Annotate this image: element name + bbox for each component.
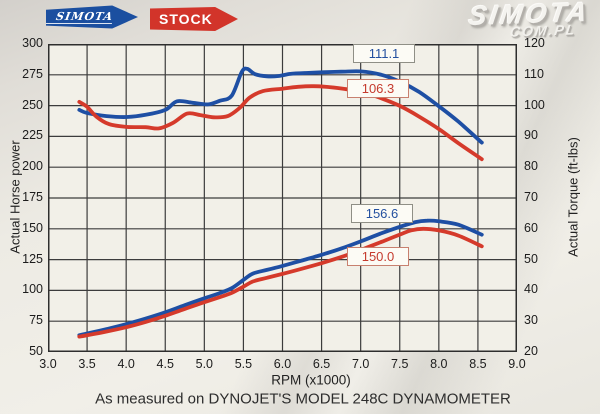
right-tick-label: 50 — [524, 251, 538, 266]
right-tick-label: 20 — [524, 344, 538, 358]
left-tick-label: 225 — [22, 128, 43, 143]
left-tick-label: 75 — [29, 313, 43, 328]
curve-stock-torque — [77, 84, 484, 162]
right-tick-label: 100 — [524, 97, 545, 112]
right-tick-label: 60 — [524, 220, 538, 235]
right-tick-label: 80 — [524, 159, 538, 174]
curve-simota-horse-power — [77, 218, 484, 338]
x-tick-label: 5.0 — [195, 357, 214, 371]
right-tick-label: 40 — [524, 282, 538, 297]
x-tick-label: 3.5 — [78, 357, 96, 371]
x-tick-label: 7.0 — [351, 357, 370, 371]
x-tick-label: 9.0 — [508, 357, 526, 371]
left-tick-label: 125 — [22, 251, 43, 266]
dyno-curves-chart — [48, 44, 517, 352]
x-tick-label: 4.5 — [156, 357, 174, 371]
legend-stock-label: STOCK — [159, 11, 213, 27]
x-tick-label: 6.5 — [312, 357, 331, 371]
right-tick-label: 110 — [524, 66, 544, 81]
annotation-simota-peak-torque: 111.1 — [353, 44, 415, 63]
plot-area — [48, 44, 517, 352]
x-tick-label: 6.0 — [273, 357, 292, 371]
x-tick-label: 7.5 — [391, 357, 409, 371]
annotation-stock-peak-torque: 106.3 — [347, 79, 409, 98]
simota-watermark-logo: SIMOTA COM.PL — [467, 0, 592, 41]
right-tick-label: 30 — [524, 313, 538, 328]
right-axis-title: Actual Torque (ft-lbs) — [565, 137, 581, 257]
right-tick-label: 70 — [524, 190, 538, 204]
left-tick-label: 100 — [22, 282, 43, 297]
dyno-caption: As measured on DYNOJET'S MODEL 248C DYNA… — [95, 390, 511, 408]
left-tick-label: 150 — [22, 220, 43, 235]
x-tick-label: 8.0 — [430, 357, 448, 371]
left-tick-label: 250 — [22, 97, 43, 112]
x-tick-label: 5.5 — [234, 357, 253, 371]
left-tick-label: 200 — [22, 159, 43, 174]
left-axis-title: Actual Horse power — [7, 140, 23, 254]
right-tick-label: 120 — [524, 36, 545, 50]
legend-stock-flag: STOCK — [150, 7, 238, 31]
left-tick-label: 175 — [22, 190, 43, 204]
annotation-simota-peak-hp: 156.6 — [351, 204, 413, 223]
right-tick-label: 90 — [524, 128, 538, 143]
curve-stock-horse-power — [77, 226, 484, 339]
annotation-stock-peak-hp: 150.0 — [347, 247, 409, 266]
x-axis-title: RPM (x1000) — [271, 372, 351, 388]
left-tick-label: 275 — [22, 66, 43, 81]
legend-simota-label: SIMOTA — [46, 10, 114, 24]
x-tick-label: 8.5 — [469, 357, 487, 371]
x-tick-label: 4.0 — [117, 357, 135, 371]
x-tick-label: 3.0 — [39, 357, 57, 371]
left-tick-label: 50 — [29, 344, 43, 358]
legend-simota-flag: SIMOTA — [46, 5, 138, 29]
left-tick-label: 300 — [22, 36, 43, 50]
